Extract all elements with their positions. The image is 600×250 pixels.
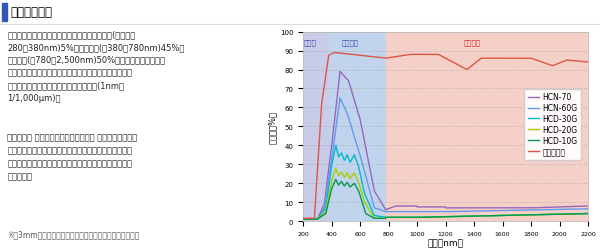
Line: HCD-20G: HCD-20G — [303, 168, 588, 219]
HCN-70 — [562, 206, 569, 208]
HCN-60G — [562, 208, 569, 211]
HCD-20G — [576, 212, 583, 216]
HCD-10G — [506, 214, 514, 217]
HCD-20G — [562, 213, 569, 216]
HCN-70 — [576, 205, 583, 208]
HCN-70 — [506, 206, 514, 210]
HCN-70 — [421, 206, 428, 208]
HCD-10G — [562, 213, 569, 216]
ガラス単体 — [331, 52, 338, 55]
HCD-10G — [421, 216, 428, 219]
HCN-70 — [419, 206, 427, 208]
HCD-10G — [299, 218, 307, 221]
Bar — [329, 32, 386, 221]
HCN-60G — [435, 210, 442, 213]
HCD-10G — [576, 212, 583, 216]
HCN-60G — [584, 208, 592, 210]
HCN-60G — [299, 218, 307, 221]
HCD-20G — [506, 214, 514, 217]
Line: HCD-10G: HCD-10G — [303, 180, 588, 219]
HCD-30G — [419, 216, 427, 219]
HCN-60G — [419, 210, 427, 213]
Text: 近赤外線: 近赤外線 — [464, 39, 481, 46]
HCN-60G — [576, 208, 583, 211]
Bar — [2, 4, 7, 22]
Bar — [303, 32, 329, 221]
HCD-20G — [419, 216, 427, 219]
ガラス単体 — [435, 54, 442, 57]
HCD-30G — [506, 214, 514, 217]
HCD-30G — [562, 213, 569, 216]
HCN-70 — [435, 206, 442, 208]
Text: ※　3mmフロートガラスにフィルムを貼付した時の実測値: ※ 3mmフロートガラスにフィルムを貼付した時の実測値 — [7, 229, 140, 238]
HCD-20G — [584, 212, 592, 215]
HCN-70 — [584, 205, 592, 208]
ガラス単体 — [576, 60, 583, 64]
HCD-30G — [584, 212, 592, 215]
HCD-30G — [421, 216, 428, 219]
HCD-20G — [299, 218, 307, 221]
ガラス単体 — [419, 54, 427, 57]
ガラス単体 — [584, 61, 592, 64]
HCD-10G — [332, 178, 340, 181]
ガラス単体 — [506, 58, 514, 60]
HCD-20G — [421, 216, 428, 219]
ガラス単体 — [562, 60, 569, 63]
HCD-30G — [332, 144, 340, 147]
HCD-30G — [576, 212, 583, 216]
Text: 太陽光線のエネルギー比率は、おおよそ紫外線(波長領域
280～380nm)5%、可視光線(同380～780nm)45%、
近赤外線(同780～2,500nm)5: 太陽光線のエネルギー比率は、おおよそ紫外線(波長領域 280～380nm)5%、… — [7, 30, 185, 103]
HCD-10G — [419, 216, 427, 219]
Line: HCN-70: HCN-70 — [303, 72, 588, 219]
Text: 可視光線: 可視光線 — [341, 39, 359, 46]
Legend: HCN-70, HCN-60G, HCD-30G, HCD-20G, HCD-10G, ガラス単体: HCN-70, HCN-60G, HCD-30G, HCD-20G, HCD-1… — [524, 89, 581, 160]
Bar — [386, 32, 588, 221]
HCN-60G — [506, 209, 514, 212]
HCD-30G — [299, 218, 307, 221]
HCD-30G — [435, 216, 442, 218]
X-axis label: 波長（nm）: 波長（nm） — [427, 239, 464, 248]
HCN-60G — [421, 210, 428, 213]
Text: ウインコス オートモーティブフィルム プレミアムシリー
ズは、目に見えない赤外線域を中心に日射をカットする
ことで、車内からの高い視認性と優れた断熱性を両立し
: ウインコス オートモーティブフィルム プレミアムシリー ズは、目に見えない赤外線… — [7, 133, 137, 180]
ガラス単体 — [421, 54, 428, 57]
Text: 光学チャート: 光学チャート — [11, 6, 53, 19]
Y-axis label: 透過率（%）: 透過率（%） — [268, 110, 277, 143]
HCN-60G — [337, 97, 344, 100]
HCD-20G — [435, 216, 442, 218]
HCN-70 — [337, 71, 344, 74]
Line: ガラス単体: ガラス単体 — [303, 53, 588, 218]
Text: 紫外線: 紫外線 — [304, 39, 317, 46]
HCD-10G — [584, 212, 592, 215]
ガラス単体 — [299, 217, 307, 220]
HCD-10G — [435, 216, 442, 218]
HCN-70 — [299, 218, 307, 221]
Line: HCN-60G: HCN-60G — [303, 98, 588, 219]
HCD-20G — [332, 167, 340, 170]
Line: HCD-30G: HCD-30G — [303, 146, 588, 219]
